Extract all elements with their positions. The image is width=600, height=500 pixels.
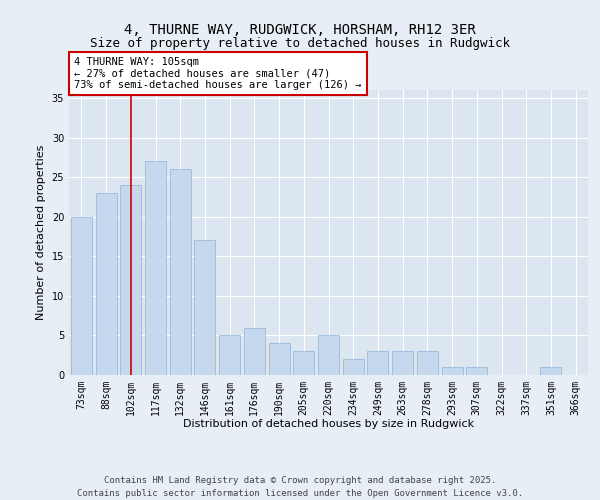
Text: 4 THURNE WAY: 105sqm
← 27% of detached houses are smaller (47)
73% of semi-detac: 4 THURNE WAY: 105sqm ← 27% of detached h… <box>74 57 362 90</box>
Bar <box>244 328 265 375</box>
Bar <box>367 351 388 375</box>
Bar <box>194 240 215 375</box>
Bar <box>392 351 413 375</box>
Text: 4, THURNE WAY, RUDGWICK, HORSHAM, RH12 3ER: 4, THURNE WAY, RUDGWICK, HORSHAM, RH12 3… <box>124 22 476 36</box>
Bar <box>170 169 191 375</box>
Bar <box>318 336 339 375</box>
X-axis label: Distribution of detached houses by size in Rudgwick: Distribution of detached houses by size … <box>183 420 474 430</box>
Bar <box>145 161 166 375</box>
Bar <box>219 336 240 375</box>
Text: Size of property relative to detached houses in Rudgwick: Size of property relative to detached ho… <box>90 38 510 51</box>
Bar <box>71 216 92 375</box>
Y-axis label: Number of detached properties: Number of detached properties <box>36 145 46 320</box>
Bar <box>417 351 438 375</box>
Bar <box>293 351 314 375</box>
Bar <box>269 344 290 375</box>
Bar <box>442 367 463 375</box>
Bar <box>466 367 487 375</box>
Bar <box>343 359 364 375</box>
Text: Contains HM Land Registry data © Crown copyright and database right 2025.
Contai: Contains HM Land Registry data © Crown c… <box>77 476 523 498</box>
Bar <box>95 193 116 375</box>
Bar <box>120 185 141 375</box>
Bar <box>541 367 562 375</box>
